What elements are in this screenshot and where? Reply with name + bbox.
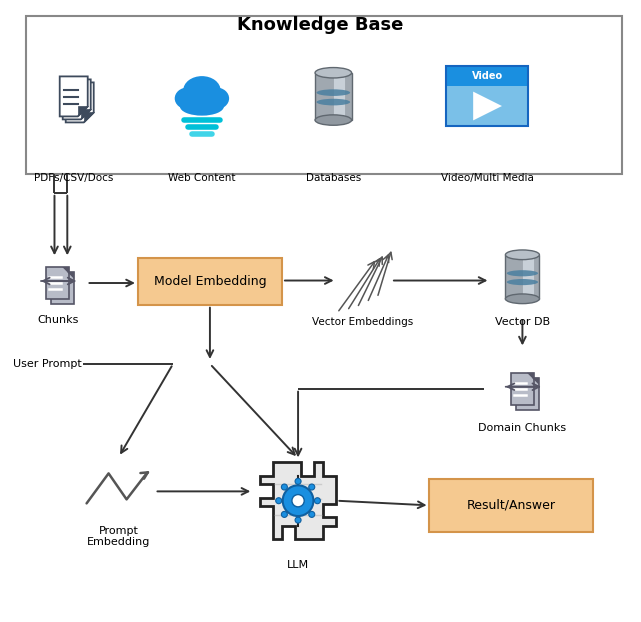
Polygon shape <box>84 113 94 123</box>
Text: Video: Video <box>472 71 503 81</box>
Text: Video/Multi Media: Video/Multi Media <box>441 173 533 183</box>
Bar <box>51 272 74 304</box>
Text: Result/Answer: Result/Answer <box>467 499 556 512</box>
Bar <box>511 373 534 405</box>
Text: Vector DB: Vector DB <box>495 317 550 327</box>
Polygon shape <box>473 91 502 121</box>
Bar <box>138 258 282 305</box>
Polygon shape <box>81 109 91 119</box>
Ellipse shape <box>507 270 538 276</box>
Ellipse shape <box>317 99 350 105</box>
Bar <box>26 16 622 174</box>
Text: PDFs/CSV/Docs: PDFs/CSV/Docs <box>34 173 113 183</box>
Text: Vector Embeddings: Vector Embeddings <box>312 317 413 327</box>
Ellipse shape <box>203 88 229 109</box>
Ellipse shape <box>317 90 350 96</box>
Ellipse shape <box>180 97 224 116</box>
Bar <box>446 67 528 86</box>
Polygon shape <box>62 267 69 274</box>
Polygon shape <box>67 272 74 279</box>
Circle shape <box>281 511 287 518</box>
Bar <box>429 479 593 532</box>
Text: Prompt
Embedding: Prompt Embedding <box>87 526 150 547</box>
Circle shape <box>295 517 301 523</box>
Circle shape <box>292 494 304 507</box>
Circle shape <box>281 484 287 490</box>
Bar <box>46 267 69 299</box>
Circle shape <box>283 485 313 516</box>
Text: Domain Chunks: Domain Chunks <box>478 423 567 433</box>
Text: Knowledge Base: Knowledge Base <box>237 16 404 34</box>
Polygon shape <box>527 373 534 380</box>
Circle shape <box>309 511 315 518</box>
Circle shape <box>295 478 301 485</box>
Ellipse shape <box>175 88 201 109</box>
Text: Chunks: Chunks <box>37 315 78 325</box>
Polygon shape <box>532 378 539 385</box>
Text: Databases: Databases <box>306 173 361 183</box>
Bar <box>446 67 528 126</box>
Polygon shape <box>66 82 94 123</box>
Circle shape <box>276 498 281 504</box>
Polygon shape <box>63 80 91 119</box>
Circle shape <box>315 498 320 504</box>
Bar <box>516 378 539 410</box>
Ellipse shape <box>505 294 540 304</box>
Text: User Prompt: User Prompt <box>13 359 81 369</box>
Text: Model Embedding: Model Embedding <box>154 275 266 288</box>
Ellipse shape <box>315 115 352 125</box>
Ellipse shape <box>183 76 221 104</box>
Bar <box>315 73 352 120</box>
Polygon shape <box>60 77 88 116</box>
Ellipse shape <box>315 68 352 78</box>
Ellipse shape <box>507 279 538 285</box>
Polygon shape <box>260 462 337 539</box>
Ellipse shape <box>505 250 540 259</box>
Bar <box>446 86 528 126</box>
Text: Web Content: Web Content <box>168 173 236 183</box>
Bar <box>505 255 540 299</box>
Circle shape <box>309 484 315 490</box>
Polygon shape <box>78 106 88 116</box>
Text: LLM: LLM <box>287 560 309 570</box>
